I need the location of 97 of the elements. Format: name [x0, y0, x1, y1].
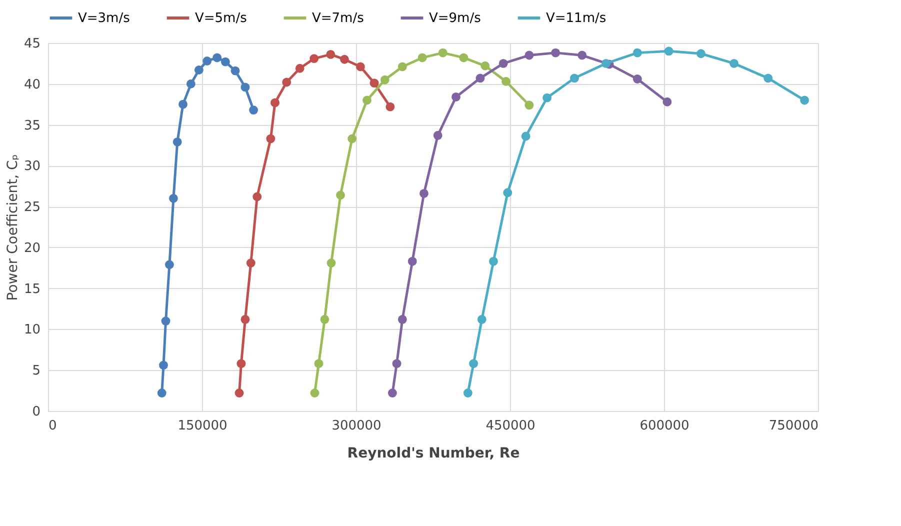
point: [392, 359, 402, 368]
x-axis-title: Reynold's Number, Re: [347, 446, 520, 462]
y-tick-label: 10: [24, 322, 40, 338]
point: [164, 260, 174, 270]
point: [168, 194, 178, 203]
point: [370, 78, 379, 88]
x-tick-label: 750000: [768, 418, 818, 434]
x-tick-label: 600000: [640, 418, 690, 434]
point: [159, 360, 168, 370]
point: [524, 50, 534, 60]
point: [336, 190, 345, 200]
point: [386, 102, 395, 112]
point: [249, 106, 258, 115]
point: [270, 98, 280, 108]
point: [662, 97, 672, 106]
y-axis-title: Power Coefficient, Cₚ: [4, 154, 21, 301]
point: [664, 46, 674, 56]
legend-label: V=9m/s: [429, 11, 482, 26]
point: [282, 78, 292, 87]
point: [696, 49, 706, 58]
point: [418, 53, 427, 62]
point: [463, 388, 472, 398]
point: [800, 96, 810, 105]
y-tick-label: 30: [24, 159, 40, 174]
point: [542, 93, 552, 102]
legend-label: V=11m/s: [546, 11, 606, 26]
y-tick-label: 25: [24, 200, 40, 216]
point: [320, 314, 330, 324]
legend-label: V=5m/s: [195, 11, 248, 26]
y-tick-label: 35: [24, 118, 40, 134]
point: [326, 50, 336, 59]
point: [348, 134, 357, 144]
point: [310, 388, 320, 398]
point: [310, 54, 319, 63]
point: [194, 66, 204, 74]
point: [212, 53, 222, 62]
point: [388, 388, 397, 398]
point: [252, 192, 262, 202]
point: [419, 189, 428, 198]
point: [356, 62, 365, 72]
point: [178, 100, 188, 109]
point: [477, 314, 486, 324]
y-tick-label: 40: [24, 77, 40, 92]
y-tick-label: 0: [32, 404, 40, 420]
point: [236, 359, 246, 368]
point: [489, 256, 498, 266]
point: [246, 258, 256, 268]
y-tick-label: 45: [24, 36, 40, 52]
point: [398, 314, 407, 324]
point: [502, 76, 510, 86]
point: [438, 48, 448, 58]
point: [578, 50, 587, 60]
point: [326, 258, 336, 268]
point: [380, 75, 390, 84]
point: [730, 58, 738, 68]
point: [172, 137, 182, 146]
x-tick-label: 300000: [332, 418, 382, 434]
y-tick-label: 5: [32, 364, 40, 379]
point: [408, 256, 417, 266]
point: [314, 359, 324, 368]
point: [632, 74, 642, 84]
point: [551, 48, 560, 58]
x-tick-label: 450000: [486, 418, 536, 434]
y-tick-label: 20: [24, 240, 40, 256]
point: [498, 58, 508, 68]
point: [234, 388, 244, 398]
point: [295, 64, 304, 73]
point: [524, 100, 534, 110]
point: [220, 57, 230, 66]
point: [240, 314, 250, 324]
point: [433, 130, 442, 140]
point: [469, 359, 478, 368]
point: [161, 316, 170, 326]
point: [340, 54, 349, 64]
point: [632, 48, 642, 58]
x-tick-label: 0: [48, 418, 57, 434]
point: [186, 79, 196, 88]
point: [764, 74, 773, 83]
point: [570, 74, 579, 83]
point: [202, 56, 212, 66]
point: [459, 53, 468, 62]
legend-label: V=3m/s: [78, 11, 130, 26]
point: [398, 62, 407, 72]
point: [157, 388, 166, 398]
point: [230, 66, 240, 76]
point: [240, 82, 250, 92]
point: [503, 188, 512, 198]
point: [521, 132, 530, 141]
point: [476, 74, 485, 83]
legend-label: V=7m/s: [312, 11, 364, 26]
point: [452, 92, 460, 102]
point: [266, 134, 276, 144]
x-tick-label: 150000: [178, 418, 228, 434]
point: [362, 96, 372, 105]
point: [602, 58, 610, 68]
y-tick-label: 15: [24, 282, 40, 297]
point: [480, 61, 490, 70]
